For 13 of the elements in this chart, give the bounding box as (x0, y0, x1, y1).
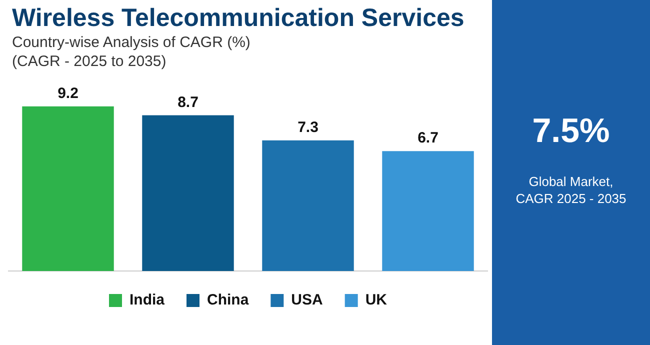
legend-label: India (130, 292, 166, 309)
data-label: 6.7 (418, 130, 438, 147)
legend-label: USA (291, 292, 324, 309)
text: CAGR 2025 - 2035 (514, 190, 628, 207)
text: 7.5% (531, 112, 611, 151)
chart-subtitle: Country-wise Analysis of CAGR (%) (CAGR - 2025 to 2035) (12, 33, 250, 71)
chart-title: Wireless Telecommunication Services (12, 4, 464, 33)
legend-label: UK (365, 292, 388, 309)
text: Global Market, (528, 173, 614, 190)
data-label: 8.7 (178, 94, 198, 111)
data-label: 7.3 (298, 118, 318, 136)
data-label: 9.2 (58, 84, 78, 102)
legend-label: China (207, 292, 250, 309)
